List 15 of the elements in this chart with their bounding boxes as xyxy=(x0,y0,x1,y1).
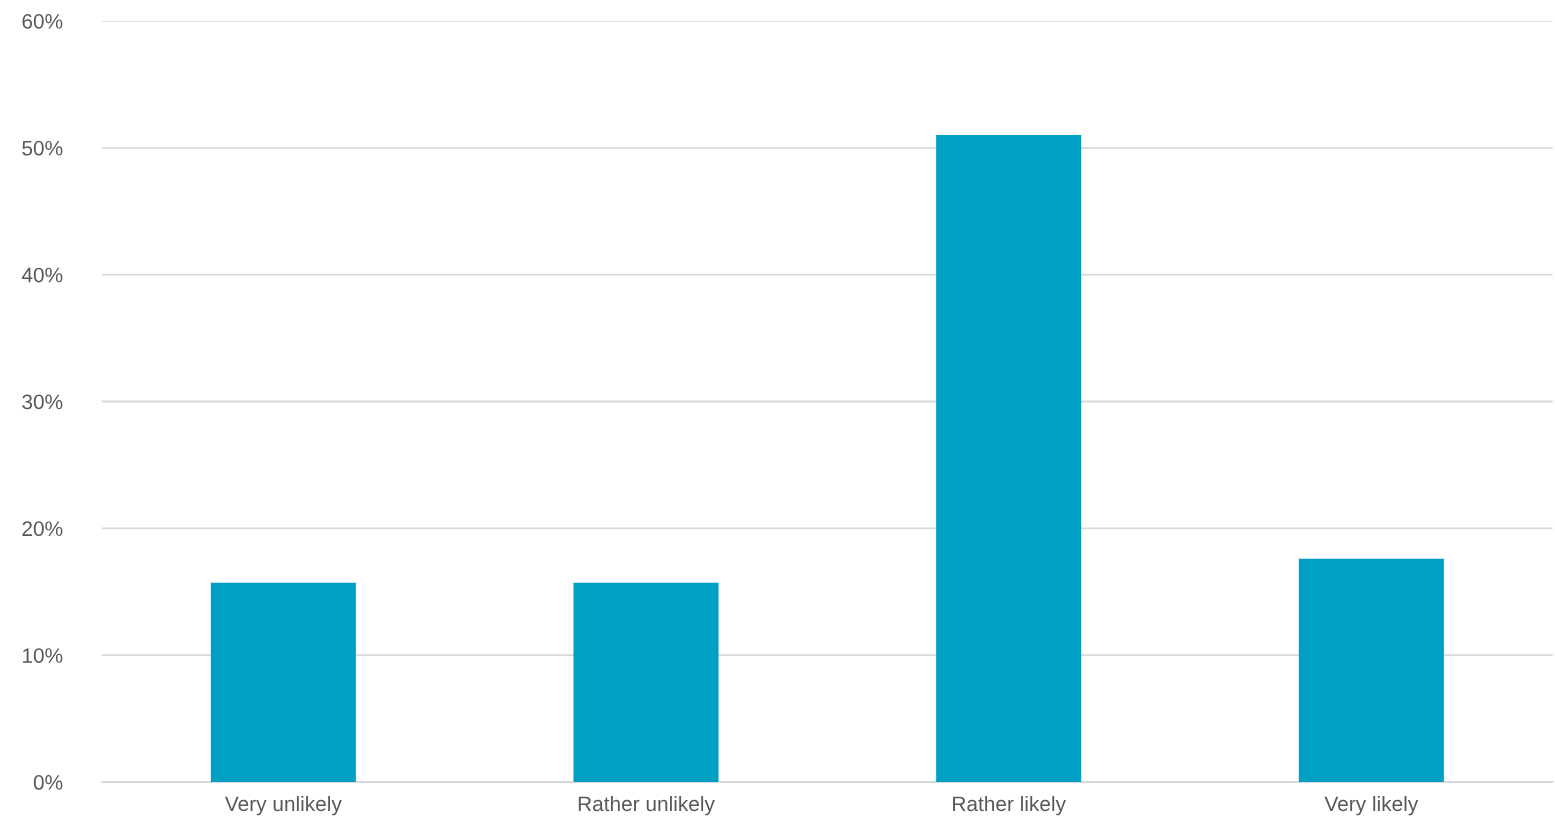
x-tick-label: Rather unlikely xyxy=(578,795,715,816)
bar xyxy=(1298,558,1444,783)
bar xyxy=(573,582,719,783)
x-tick-label: Very unlikely xyxy=(224,795,342,816)
y-tick-label: 40% xyxy=(21,267,63,283)
y-tick-label: 60% xyxy=(22,13,63,29)
bar xyxy=(210,582,356,783)
y-tick-label: 30% xyxy=(22,394,63,410)
bar xyxy=(936,135,1082,783)
y-tick-label: 50% xyxy=(22,140,63,156)
y-tick-label: 0% xyxy=(33,775,63,790)
y-tick-label: 10% xyxy=(23,648,63,663)
x-tick-label: Rather likely xyxy=(953,795,1066,816)
x-tick-label: Very likely xyxy=(1324,795,1419,816)
y-tick-label: 20% xyxy=(22,521,63,537)
